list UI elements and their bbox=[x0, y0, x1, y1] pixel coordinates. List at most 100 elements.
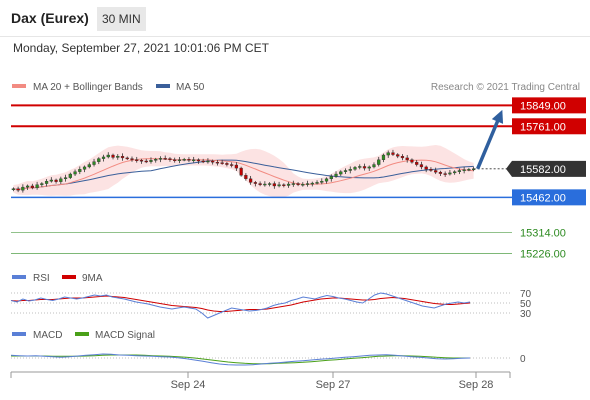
candle-body bbox=[377, 159, 381, 165]
rsi-level-label: 50 bbox=[520, 299, 532, 310]
support-label: 15462.00 bbox=[520, 192, 566, 204]
candle bbox=[277, 181, 281, 188]
candle bbox=[258, 181, 262, 187]
candle-body bbox=[30, 185, 34, 189]
level-target: 15226.00 bbox=[11, 248, 566, 260]
rsi-level-label: 30 bbox=[520, 309, 532, 320]
candle bbox=[343, 168, 348, 175]
ma50-legend-label: MA 50 bbox=[176, 82, 205, 93]
candle-body bbox=[424, 166, 428, 170]
candle bbox=[215, 160, 220, 166]
candle bbox=[187, 157, 191, 163]
candle bbox=[206, 158, 210, 164]
candle bbox=[87, 162, 91, 169]
macd-zero-label: 0 bbox=[520, 354, 526, 365]
timeframe-button[interactable]: 30 MIN bbox=[97, 7, 146, 31]
candle bbox=[139, 158, 144, 164]
candle-body bbox=[472, 168, 476, 171]
resistance-label-box bbox=[512, 118, 586, 135]
candle-body bbox=[35, 184, 39, 189]
candle-body bbox=[258, 183, 262, 185]
candle bbox=[443, 171, 447, 177]
candle bbox=[135, 156, 139, 163]
candle bbox=[82, 165, 87, 173]
candle-body bbox=[248, 178, 253, 183]
candle-body bbox=[343, 170, 348, 172]
candle-body bbox=[400, 156, 405, 159]
candle-body bbox=[415, 161, 419, 165]
candle-body bbox=[320, 180, 324, 183]
rsi-ma-swatch bbox=[62, 275, 76, 279]
candle-body bbox=[362, 166, 367, 169]
candle bbox=[400, 154, 405, 161]
candle-body bbox=[272, 183, 276, 187]
candle-body bbox=[263, 183, 267, 186]
macd-signal-legend-label: MACD Signal bbox=[95, 330, 155, 341]
candle-body bbox=[139, 160, 144, 162]
candle-body bbox=[44, 180, 49, 184]
ma20-line bbox=[13, 158, 474, 191]
rsi-level: 70 bbox=[11, 289, 532, 300]
candle-body bbox=[130, 158, 134, 160]
candle bbox=[97, 157, 101, 165]
candle bbox=[154, 157, 158, 163]
candle-body bbox=[215, 161, 220, 164]
candle bbox=[73, 169, 77, 176]
candle bbox=[315, 180, 319, 185]
candle bbox=[177, 156, 182, 164]
candle bbox=[111, 153, 115, 160]
candle-body bbox=[291, 183, 295, 185]
candle bbox=[25, 184, 30, 190]
candle-body bbox=[168, 158, 172, 160]
candle bbox=[320, 178, 324, 185]
level-resistance: 15761.00 bbox=[11, 118, 586, 135]
candle bbox=[424, 165, 428, 173]
candle-body bbox=[158, 158, 163, 160]
resistance-label: 15761.00 bbox=[520, 121, 566, 133]
candle-body bbox=[301, 184, 305, 186]
candle-body bbox=[438, 171, 443, 174]
candle-body bbox=[367, 166, 371, 169]
candle-body bbox=[315, 182, 319, 184]
ma20-swatch bbox=[12, 84, 26, 88]
candle bbox=[63, 174, 68, 182]
rsi-ma-line bbox=[10, 295, 471, 312]
candle bbox=[49, 177, 53, 183]
candle-body bbox=[106, 154, 110, 158]
candle-body bbox=[391, 152, 395, 155]
ma50-swatch bbox=[156, 84, 170, 88]
x-tick-label: Sep 28 bbox=[459, 379, 494, 391]
ma50-line bbox=[13, 159, 474, 191]
candle bbox=[453, 170, 457, 175]
candle-body bbox=[310, 182, 314, 185]
candle-body bbox=[282, 184, 286, 186]
candle bbox=[220, 159, 224, 165]
candle-body bbox=[68, 173, 72, 178]
candle-body bbox=[405, 157, 409, 160]
candle-body bbox=[73, 171, 77, 175]
candle-body bbox=[149, 160, 153, 162]
level-resistance: 15849.00 bbox=[11, 97, 586, 114]
macd-signal-line bbox=[11, 354, 470, 365]
candle bbox=[248, 175, 253, 185]
candle bbox=[296, 182, 300, 187]
candle bbox=[44, 179, 49, 187]
candle bbox=[457, 168, 462, 175]
candle bbox=[173, 157, 177, 163]
candle bbox=[267, 182, 272, 187]
candle bbox=[324, 177, 329, 184]
candle bbox=[353, 165, 357, 171]
candle bbox=[225, 161, 229, 167]
candle bbox=[263, 181, 267, 187]
resistance-label: 15849.00 bbox=[520, 100, 566, 112]
candle bbox=[438, 170, 443, 176]
candle-body bbox=[182, 159, 186, 161]
candle bbox=[434, 167, 438, 175]
candle bbox=[130, 156, 134, 162]
candle-body bbox=[225, 163, 229, 165]
resistance-label-box bbox=[512, 97, 586, 114]
candle-body bbox=[324, 178, 329, 182]
candle-body bbox=[206, 160, 210, 163]
candle bbox=[163, 155, 167, 161]
candle bbox=[196, 158, 201, 164]
